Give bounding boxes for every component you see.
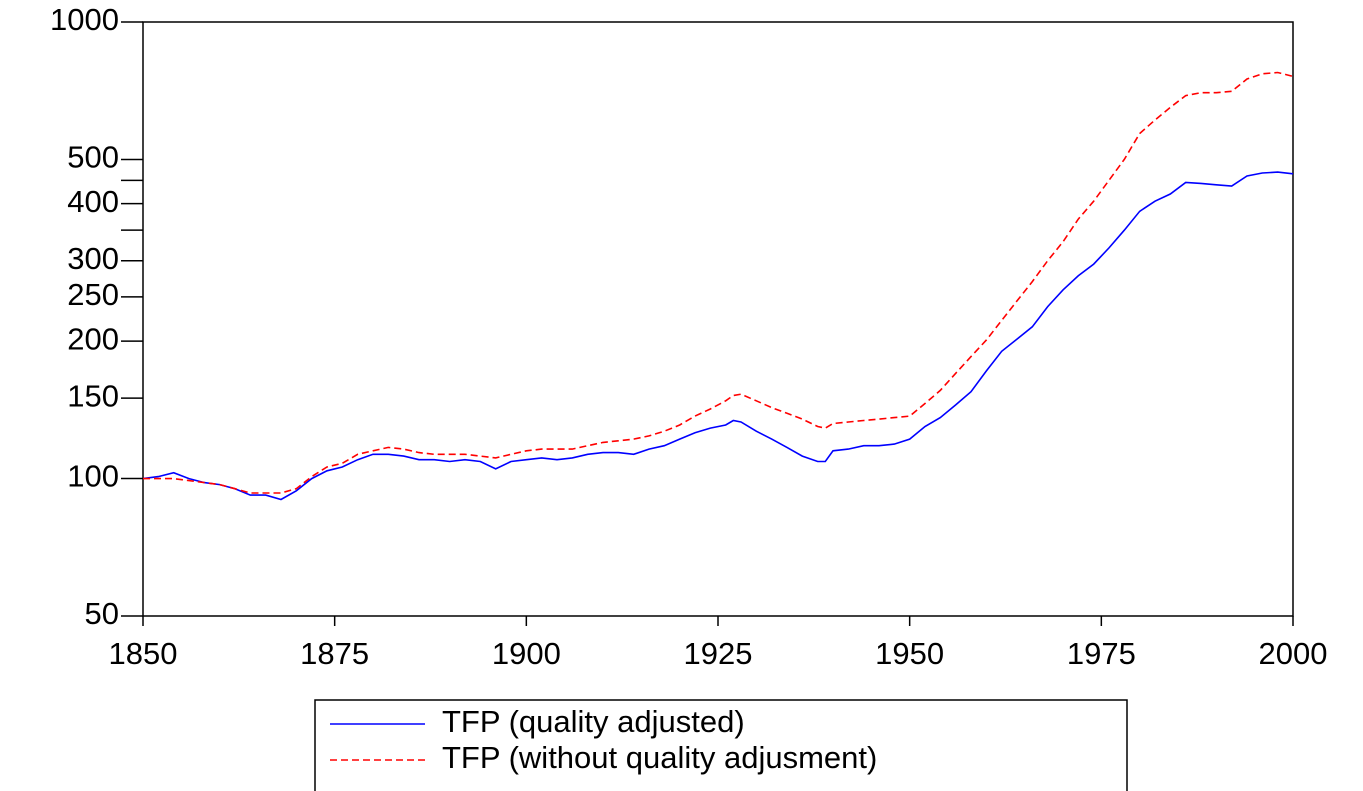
y-tick-label: 50 bbox=[85, 596, 119, 631]
y-tick-label: 100 bbox=[67, 459, 119, 494]
legend-label: TFP (quality adjusted) bbox=[442, 704, 745, 739]
legend-box bbox=[314, 699, 1128, 791]
x-tick-label: 1850 bbox=[109, 636, 178, 671]
y-tick-label: 1000 bbox=[50, 2, 119, 37]
plot-frame bbox=[142, 21, 1294, 617]
legend-label: TFP (without quality adjusment) bbox=[442, 740, 877, 775]
y-tick-label: 300 bbox=[67, 241, 119, 276]
x-tick-label: 1950 bbox=[875, 636, 944, 671]
y-tick-label: 200 bbox=[67, 321, 119, 356]
series-line bbox=[142, 171, 1294, 501]
series-line bbox=[143, 71, 1294, 494]
y-tick-label: 150 bbox=[67, 378, 119, 413]
y-tick-label: 400 bbox=[67, 184, 119, 219]
x-tick-label: 1925 bbox=[684, 636, 753, 671]
x-tick-label: 1975 bbox=[1067, 636, 1136, 671]
x-tick-label: 1900 bbox=[492, 636, 561, 671]
y-tick-label: 250 bbox=[67, 277, 119, 312]
x-tick-label: 2000 bbox=[1259, 636, 1328, 671]
x-tick-label: 1875 bbox=[300, 636, 369, 671]
y-tick-label: 500 bbox=[67, 140, 119, 175]
